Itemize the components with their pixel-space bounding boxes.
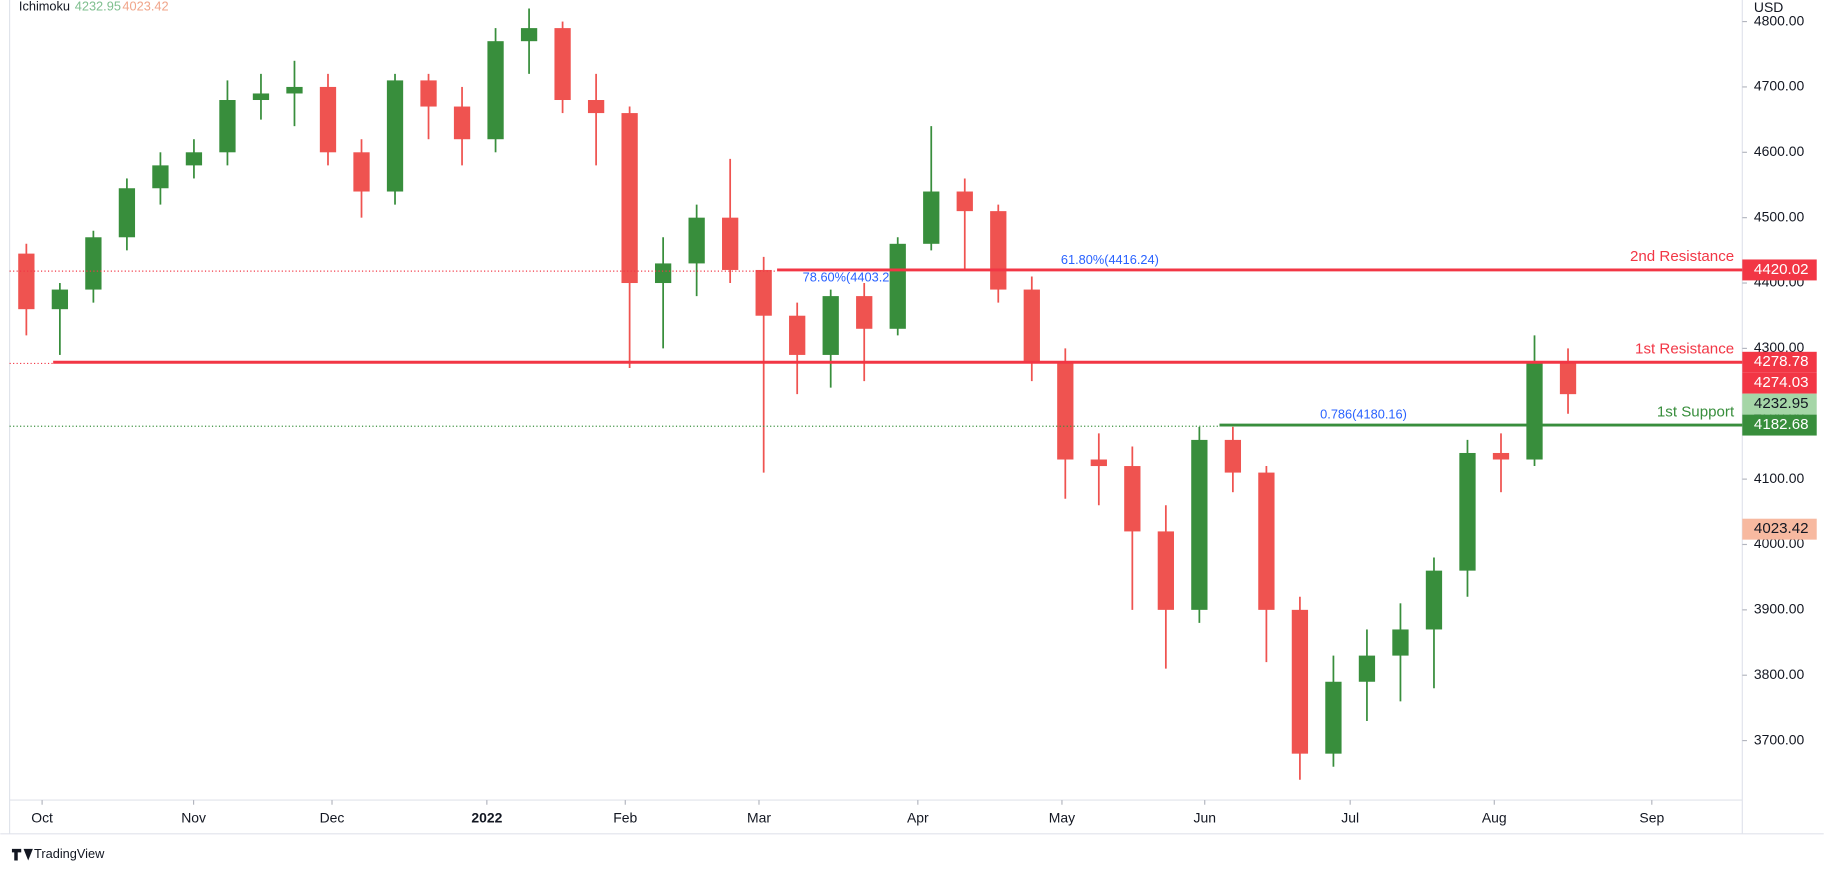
candle-body: [118, 188, 136, 238]
candle-body: [822, 296, 839, 355]
y-tick-label: 3900.00: [1754, 601, 1805, 617]
candle-body: [1459, 452, 1476, 571]
x-tick-label: Dec: [320, 809, 345, 825]
level-label: 1st Resistance: [1635, 340, 1734, 357]
candle-body: [219, 100, 236, 153]
y-tick-label: 4100.00: [1754, 470, 1805, 486]
candle-body: [152, 165, 169, 189]
candle-body: [1291, 609, 1309, 754]
candle-body: [252, 93, 270, 101]
price-tag: [1742, 351, 1817, 373]
candle-body: [185, 152, 203, 166]
candle-body: [1023, 289, 1040, 362]
candle-body: [51, 289, 69, 310]
brand-logo: [11, 848, 33, 861]
candle-body: [990, 211, 1007, 290]
candle-body: [621, 113, 638, 284]
y-tick-label: 4800.00: [1754, 12, 1805, 28]
fib-label: 61.80%(4416.24): [1061, 252, 1159, 267]
candle-body: [1392, 629, 1409, 656]
fib-label: 0.786(4180.16): [1320, 406, 1407, 421]
candle-body: [286, 86, 303, 94]
candle-body: [85, 237, 102, 290]
price-tag-label: 4420.02: [1754, 261, 1809, 278]
candle-body: [1157, 531, 1174, 610]
candle-body: [1325, 681, 1342, 754]
x-tick-label: Apr: [907, 809, 929, 825]
candle-body: [18, 253, 35, 310]
level-label: 1st Support: [1657, 403, 1735, 420]
y-tick-label: 3700.00: [1754, 731, 1805, 747]
y-tick-label: 3800.00: [1754, 666, 1805, 682]
indicator-value: 4232.95: [75, 0, 121, 13]
price-tag: [1742, 259, 1817, 281]
candle-body: [319, 86, 337, 153]
y-tick-label: 4500.00: [1754, 208, 1805, 224]
candle-body: [889, 243, 906, 329]
candle-body: [722, 217, 739, 270]
price-tag-label: 4274.03: [1754, 374, 1809, 391]
candle-body: [1224, 439, 1242, 473]
candle-body: [1090, 459, 1107, 467]
candle-body: [353, 152, 370, 192]
level-label: 2nd Resistance: [1630, 248, 1734, 265]
price-tag-label: 4232.95: [1754, 395, 1809, 412]
candle-body: [1258, 472, 1275, 610]
x-tick-label: Aug: [1482, 809, 1507, 825]
price-tag-label: 4182.68: [1754, 416, 1809, 433]
x-tick-label: Mar: [747, 809, 771, 825]
candle-body: [1526, 361, 1543, 460]
candle-body: [1492, 452, 1510, 460]
candle-body: [1191, 439, 1208, 610]
candle-body: [654, 263, 672, 284]
candle-body: [420, 80, 437, 107]
candle-body: [554, 28, 571, 101]
x-tick-label: May: [1049, 809, 1075, 825]
price-tag-label: 4278.78: [1754, 353, 1809, 370]
candle-body: [453, 106, 471, 140]
x-tick-label: Feb: [613, 809, 637, 825]
y-tick-label: 4600.00: [1754, 143, 1805, 159]
indicator-value: 4023.42: [122, 0, 168, 13]
x-tick-label: 2022: [471, 809, 502, 825]
y-tick-label: 4700.00: [1754, 78, 1805, 94]
candle-body: [520, 28, 538, 42]
candle-body: [587, 100, 605, 114]
candle-body: [856, 296, 873, 329]
candle-body: [956, 191, 973, 212]
x-tick-label: Jun: [1193, 809, 1215, 825]
x-tick-label: Jul: [1341, 809, 1359, 825]
currency-label: USD: [1754, 0, 1783, 15]
price-tag: [1742, 393, 1817, 415]
candle-body: [386, 80, 404, 192]
candle-body: [1057, 361, 1074, 460]
price-tag: [1742, 414, 1817, 436]
candle-body: [1559, 361, 1577, 395]
candle-body: [1358, 655, 1376, 682]
candle-body: [1124, 466, 1141, 532]
fib-label: 78.60%(4403.21): [803, 269, 901, 284]
candle-body: [1425, 570, 1443, 630]
price-tag-label: 4023.42: [1754, 520, 1809, 537]
y-tick-label: 4300.00: [1754, 339, 1805, 355]
brand-name: TradingView: [34, 846, 105, 861]
candle-body: [487, 41, 504, 140]
indicator-title: Ichimoku: [19, 0, 70, 13]
x-tick-label: Oct: [31, 809, 53, 825]
candle-body: [688, 217, 705, 264]
x-tick-label: Sep: [1639, 809, 1664, 825]
x-tick-label: Nov: [181, 809, 206, 825]
price-tag: [1742, 372, 1817, 394]
candle-body: [789, 315, 806, 355]
candle-body: [923, 191, 940, 244]
candle-body: [755, 269, 772, 316]
price-tag: [1742, 518, 1817, 540]
